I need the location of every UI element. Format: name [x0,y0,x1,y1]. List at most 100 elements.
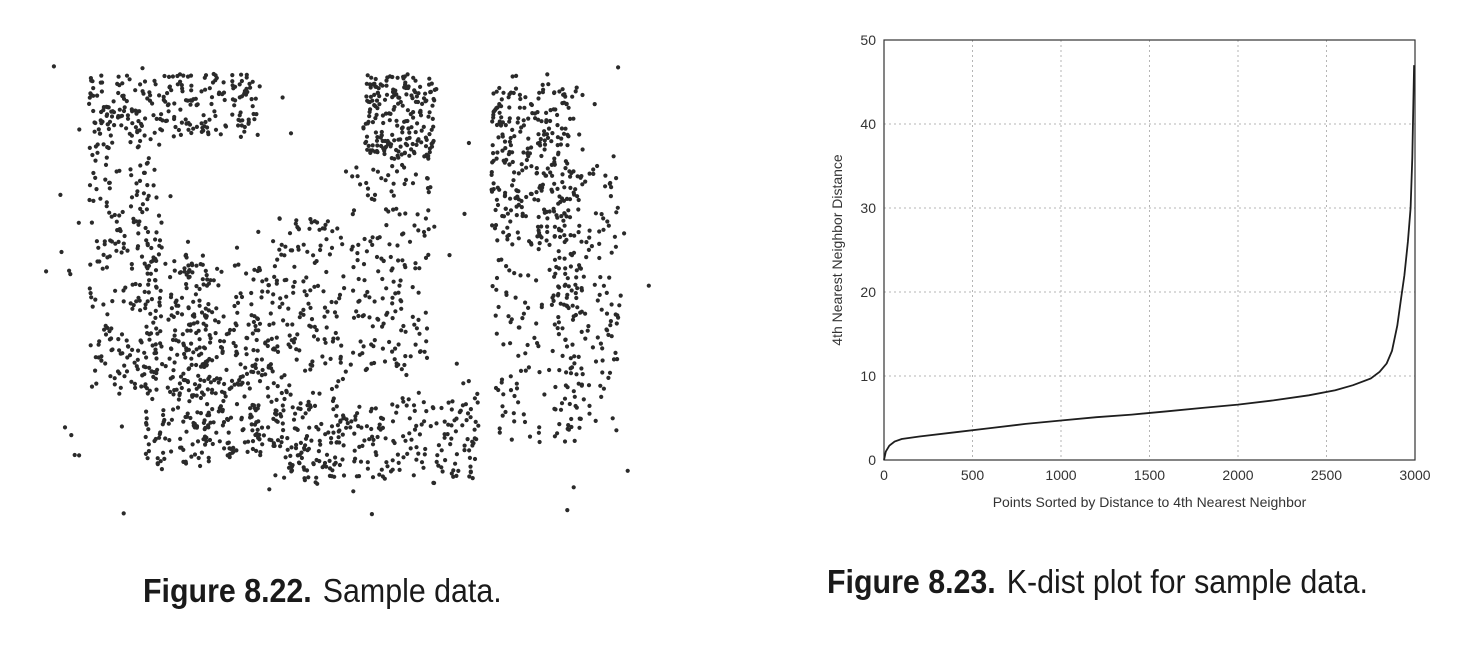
data-point [365,466,370,471]
data-point [507,105,512,110]
data-point [187,268,192,273]
data-point [462,211,467,216]
data-point [120,209,125,215]
data-point [147,388,152,393]
data-point [129,266,135,271]
data-point [536,198,541,203]
data-point [616,65,621,70]
data-point [179,120,184,125]
data-point [373,116,378,121]
data-point [151,183,156,188]
k-dist-curve [883,65,1415,461]
data-point [278,444,283,449]
data-point [503,146,508,151]
data-point [146,282,151,287]
data-point [370,143,375,148]
data-point [249,97,254,102]
data-point [129,107,134,112]
data-point [205,125,210,130]
data-point [400,125,405,130]
data-point [545,135,551,140]
data-point [423,144,429,149]
data-point [210,80,216,85]
data-point [124,73,130,78]
data-point [575,286,580,291]
data-point [497,426,502,431]
x-tick-label: 2000 [1222,467,1253,483]
data-point [325,219,330,224]
data-point [501,342,506,347]
data-point [308,305,313,310]
data-point [419,128,424,133]
data-point [563,337,568,342]
data-point [381,120,386,126]
data-point [275,349,281,354]
data-point [266,394,271,399]
data-point [223,394,228,399]
data-point [377,94,382,99]
data-point [305,249,310,254]
data-point [321,289,326,294]
data-point [137,128,142,133]
data-point [297,348,302,353]
data-point [572,354,577,359]
data-point [213,318,218,323]
data-point [502,194,507,199]
data-point [343,169,349,174]
data-point [356,242,361,247]
data-point [143,116,148,121]
data-point [209,95,215,100]
data-point [375,316,380,321]
y-tick-label: 30 [860,200,876,216]
data-point [390,95,395,100]
data-point [156,252,161,257]
data-point [179,312,185,317]
data-point [271,441,276,446]
data-point [234,349,239,354]
data-point [376,425,381,431]
data-point [166,421,171,426]
data-point [581,397,586,402]
data-point [103,177,108,182]
data-point [93,175,98,180]
data-point [231,449,236,454]
data-point [255,427,260,432]
data-point [128,140,133,145]
data-point [293,221,298,226]
data-point [303,368,308,373]
data-point [251,369,256,375]
x-tick-label: 500 [961,467,985,483]
data-point [255,316,260,322]
data-point [468,464,473,469]
data-point [230,112,235,117]
data-point [297,452,302,457]
data-point [201,113,206,118]
data-point [235,300,241,305]
data-point [137,178,143,183]
data-point [453,429,458,434]
data-point [168,389,173,394]
data-point [120,81,125,86]
data-point [414,94,419,99]
data-point [267,322,272,327]
data-point [552,257,558,262]
data-point [205,277,210,282]
data-point [134,181,139,186]
data-point [368,239,373,244]
data-point [280,421,285,426]
data-point [252,117,257,122]
data-point [574,85,579,90]
data-point [394,118,399,123]
data-point [239,78,244,84]
data-point [380,346,385,351]
data-point [191,97,196,102]
data-point [282,373,287,378]
data-point [158,314,164,319]
data-point [368,150,373,155]
data-point [349,419,354,424]
data-point [601,386,607,391]
data-point [545,166,550,171]
data-point [356,313,361,319]
data-point [526,116,531,121]
data-point [270,300,275,305]
